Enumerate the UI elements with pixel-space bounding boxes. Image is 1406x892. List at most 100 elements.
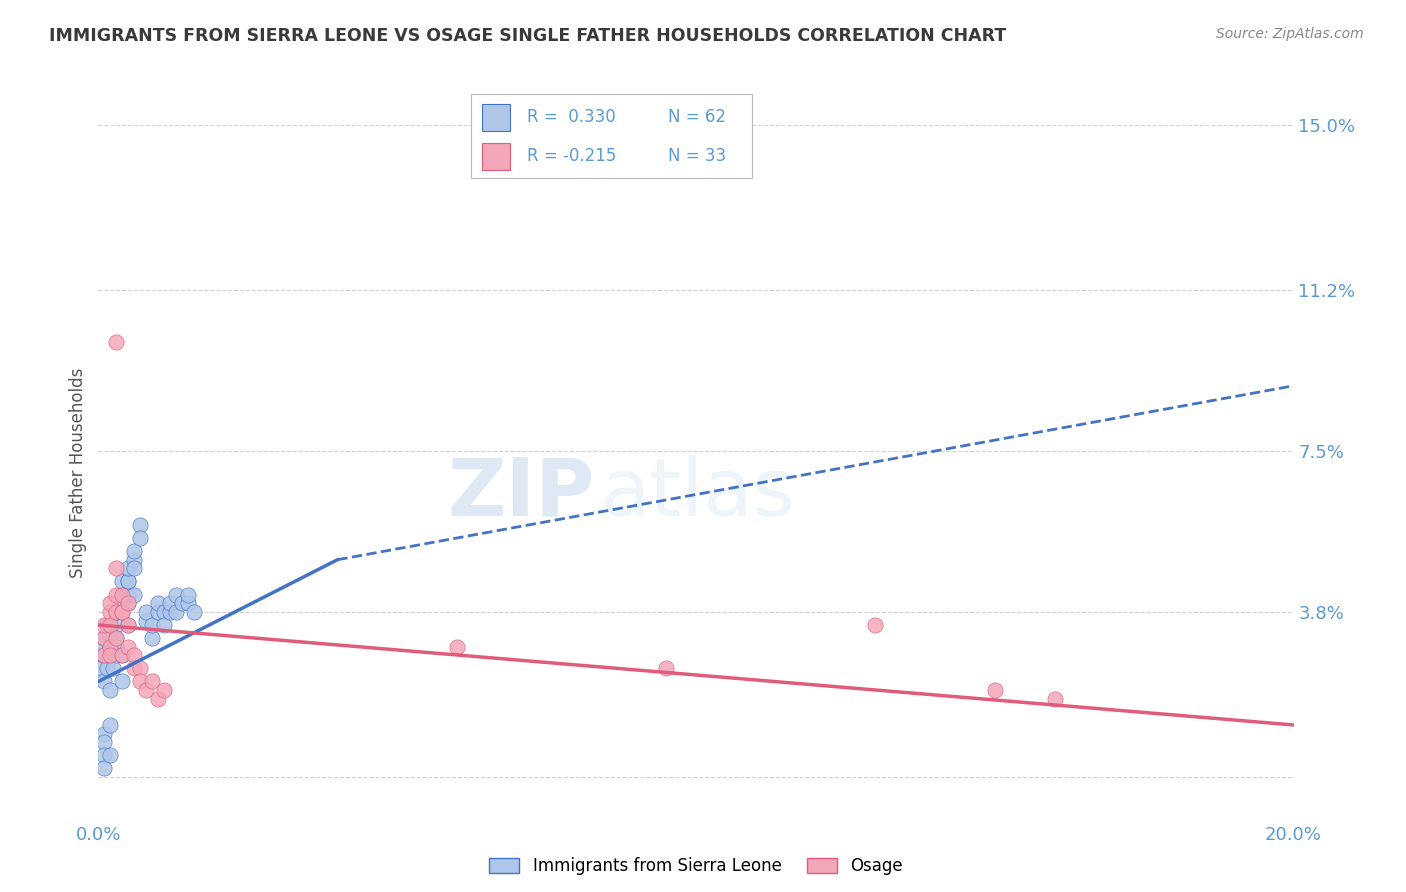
Point bbox=[93, 648, 115, 663]
Point bbox=[141, 631, 163, 645]
Text: N = 33: N = 33 bbox=[668, 147, 725, 165]
Point bbox=[446, 640, 468, 654]
Point bbox=[124, 661, 146, 675]
Text: R = -0.215: R = -0.215 bbox=[527, 147, 617, 165]
Point bbox=[96, 618, 118, 632]
Point bbox=[117, 574, 139, 589]
Point bbox=[98, 648, 122, 663]
Point bbox=[93, 726, 115, 740]
Point bbox=[93, 618, 115, 632]
Point bbox=[93, 735, 115, 749]
Y-axis label: Single Father Households: Single Father Households bbox=[69, 368, 87, 578]
Point bbox=[98, 626, 122, 640]
Point bbox=[1043, 692, 1066, 706]
Point bbox=[153, 683, 176, 698]
Point bbox=[165, 605, 187, 619]
Point bbox=[124, 648, 146, 663]
Point bbox=[135, 605, 157, 619]
Point bbox=[159, 605, 181, 619]
Point bbox=[105, 588, 128, 602]
Point bbox=[135, 614, 157, 628]
Point bbox=[93, 631, 115, 645]
Point bbox=[98, 648, 122, 663]
Point bbox=[117, 618, 139, 632]
Text: N = 62: N = 62 bbox=[668, 109, 725, 127]
Point bbox=[117, 618, 139, 632]
Point bbox=[129, 661, 152, 675]
Point bbox=[655, 661, 678, 675]
Point bbox=[865, 618, 887, 632]
Point bbox=[124, 561, 146, 575]
Point bbox=[93, 748, 115, 763]
Point bbox=[165, 588, 187, 602]
Point bbox=[148, 692, 170, 706]
Point bbox=[117, 640, 139, 654]
Point bbox=[90, 648, 112, 663]
Point bbox=[129, 674, 152, 689]
FancyBboxPatch shape bbox=[482, 143, 510, 169]
Point bbox=[117, 561, 139, 575]
Point bbox=[93, 761, 115, 775]
Point bbox=[96, 661, 118, 675]
Point bbox=[93, 674, 115, 689]
Point bbox=[129, 517, 152, 532]
Point bbox=[135, 683, 157, 698]
Point bbox=[153, 605, 176, 619]
Point bbox=[153, 618, 176, 632]
Point bbox=[111, 605, 134, 619]
Point bbox=[111, 588, 134, 602]
Point bbox=[98, 748, 122, 763]
Point bbox=[177, 588, 200, 602]
Point bbox=[90, 661, 112, 675]
Text: R =  0.330: R = 0.330 bbox=[527, 109, 616, 127]
Point bbox=[124, 588, 146, 602]
Point bbox=[98, 640, 122, 654]
Point bbox=[141, 618, 163, 632]
Point bbox=[983, 683, 1005, 698]
Point bbox=[105, 605, 128, 619]
Text: IMMIGRANTS FROM SIERRA LEONE VS OSAGE SINGLE FATHER HOUSEHOLDS CORRELATION CHART: IMMIGRANTS FROM SIERRA LEONE VS OSAGE SI… bbox=[49, 27, 1007, 45]
Point bbox=[183, 605, 205, 619]
FancyBboxPatch shape bbox=[482, 103, 510, 131]
Point bbox=[105, 631, 128, 645]
Point bbox=[117, 596, 139, 610]
Point bbox=[117, 596, 139, 610]
Point bbox=[93, 640, 115, 654]
Point bbox=[98, 718, 122, 732]
Point bbox=[111, 674, 134, 689]
Point bbox=[105, 561, 128, 575]
Point bbox=[98, 640, 122, 654]
Text: Source: ZipAtlas.com: Source: ZipAtlas.com bbox=[1216, 27, 1364, 41]
Point bbox=[177, 596, 200, 610]
Point bbox=[98, 596, 122, 610]
Point bbox=[105, 640, 128, 654]
Point bbox=[124, 544, 146, 558]
Point bbox=[93, 648, 115, 663]
Point bbox=[148, 605, 170, 619]
Point bbox=[111, 588, 134, 602]
Text: atlas: atlas bbox=[600, 455, 794, 533]
Point bbox=[105, 631, 128, 645]
Point bbox=[159, 596, 181, 610]
Point bbox=[98, 640, 122, 654]
Point bbox=[124, 552, 146, 567]
Point bbox=[105, 605, 128, 619]
Text: ZIP: ZIP bbox=[447, 455, 595, 533]
Point bbox=[98, 618, 122, 632]
Point bbox=[141, 674, 163, 689]
Point bbox=[98, 683, 122, 698]
Point bbox=[103, 661, 125, 675]
Point bbox=[105, 335, 128, 350]
Point bbox=[111, 648, 134, 663]
Point bbox=[111, 574, 134, 589]
Point bbox=[105, 605, 128, 619]
Point bbox=[98, 605, 122, 619]
Point bbox=[111, 596, 134, 610]
Point bbox=[105, 618, 128, 632]
Point bbox=[129, 531, 152, 545]
Point bbox=[103, 631, 125, 645]
Point bbox=[117, 588, 139, 602]
Point bbox=[105, 640, 128, 654]
Point bbox=[117, 574, 139, 589]
Point bbox=[111, 605, 134, 619]
